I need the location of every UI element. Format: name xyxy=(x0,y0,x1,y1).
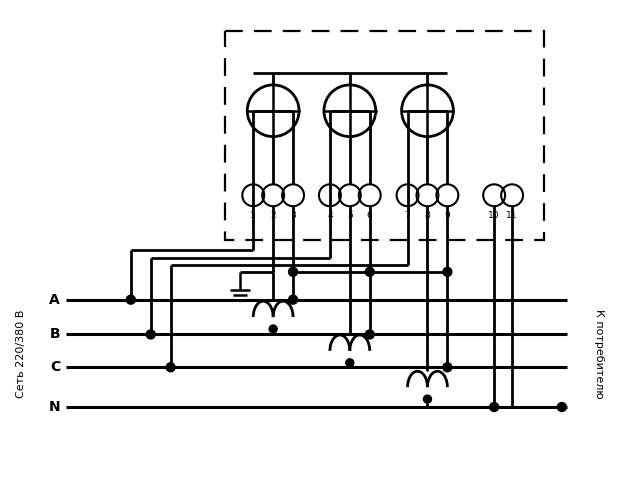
Circle shape xyxy=(557,402,566,412)
Circle shape xyxy=(365,268,374,276)
Text: C: C xyxy=(50,360,60,374)
Text: 8: 8 xyxy=(424,211,430,220)
Text: 11: 11 xyxy=(507,211,518,220)
Text: 7: 7 xyxy=(405,211,410,220)
Text: К потребителю: К потребителю xyxy=(594,308,603,398)
Circle shape xyxy=(166,363,175,372)
Text: A: A xyxy=(49,293,60,307)
Text: 3: 3 xyxy=(290,211,296,220)
Text: N: N xyxy=(49,400,60,414)
Text: 6: 6 xyxy=(367,211,373,220)
Text: Сеть 220/380 В: Сеть 220/380 В xyxy=(16,309,27,398)
Circle shape xyxy=(443,363,452,372)
Circle shape xyxy=(490,402,499,412)
Text: 2: 2 xyxy=(270,211,276,220)
Text: 9: 9 xyxy=(444,211,450,220)
Circle shape xyxy=(126,295,135,304)
Text: 1: 1 xyxy=(251,211,256,220)
Text: 4: 4 xyxy=(327,211,333,220)
Circle shape xyxy=(423,395,431,403)
Circle shape xyxy=(443,268,452,276)
Text: 10: 10 xyxy=(489,211,500,220)
Circle shape xyxy=(346,359,354,367)
Text: 5: 5 xyxy=(347,211,353,220)
Circle shape xyxy=(289,268,297,276)
Circle shape xyxy=(289,295,297,304)
Circle shape xyxy=(269,325,277,333)
Text: B: B xyxy=(49,327,60,341)
Circle shape xyxy=(146,330,155,339)
Circle shape xyxy=(365,330,374,339)
